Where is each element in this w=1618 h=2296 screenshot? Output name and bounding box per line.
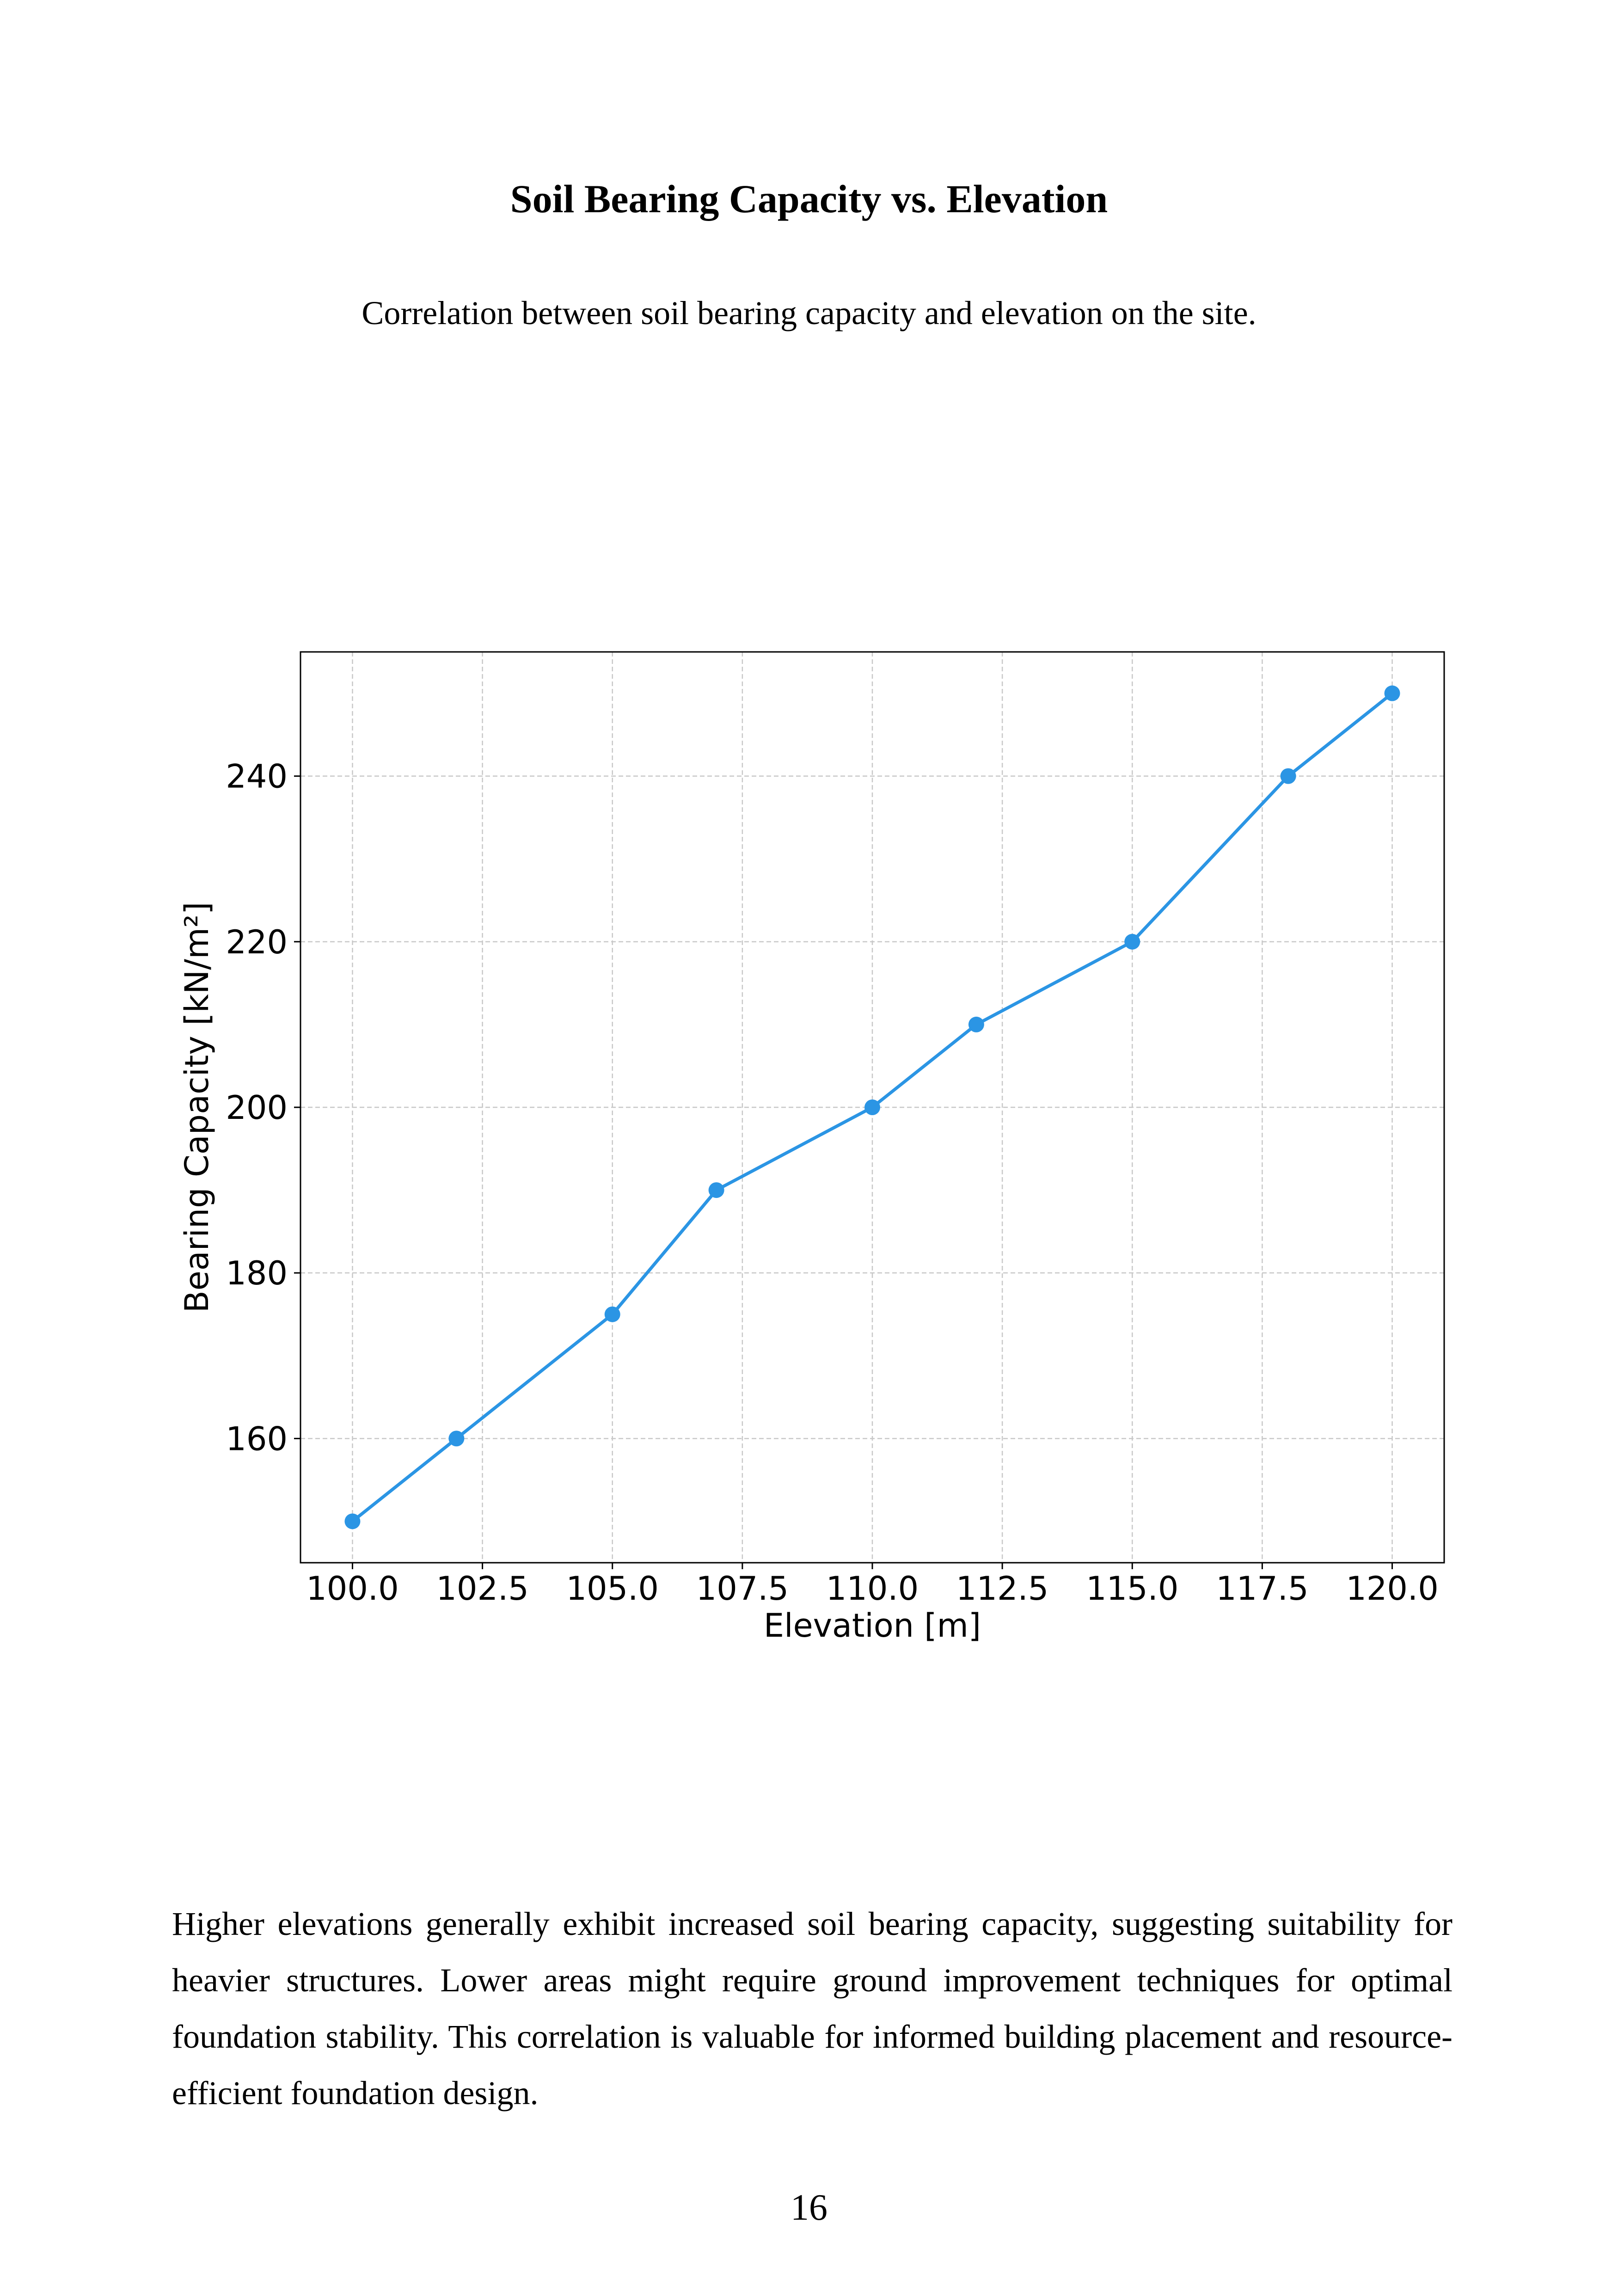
page-title: Soil Bearing Capacity vs. Elevation <box>510 177 1108 221</box>
data-point <box>708 1182 724 1198</box>
y-axis-label: Bearing Capacity [kN/m²] <box>178 902 216 1313</box>
data-point <box>864 1099 880 1115</box>
x-tick-label: 100.0 <box>306 1570 398 1608</box>
data-point <box>1280 768 1296 784</box>
y-tick-label: 160 <box>226 1420 288 1458</box>
data-point <box>344 1513 361 1529</box>
data-point <box>604 1306 620 1322</box>
chart-figure: 100.0 102.5 105.0 107.5 110.0 112.5 115.0 117.5… <box>0 601 1618 1664</box>
page-subtitle: Correlation between soil bearing capacit… <box>362 295 1256 332</box>
x-tick-label: 117.5 <box>1216 1570 1308 1608</box>
x-tick-label: 115.0 <box>1086 1570 1178 1608</box>
x-tick-label: 102.5 <box>436 1570 528 1608</box>
x-tick-label: 120.0 <box>1346 1570 1438 1608</box>
y-tick-label: 220 <box>226 923 288 961</box>
x-axis-label: Elevation [m] <box>764 1607 981 1645</box>
tick-layer: 100.0 102.5 105.0 107.5 110.0 112.5 115.0 117.5… <box>226 758 1438 1608</box>
page-number: 16 <box>791 2187 827 2228</box>
x-tick-label: 110.0 <box>826 1570 919 1608</box>
y-tick-label: 180 <box>226 1254 288 1292</box>
body-paragraph: Higher elevations generally exhibit incr… <box>172 1905 1453 2112</box>
y-tick-label: 240 <box>226 758 288 796</box>
data-point <box>1124 933 1140 950</box>
series-layer <box>344 685 1400 1529</box>
chart-svg: 100.0 102.5 105.0 107.5 110.0 112.5 115.0 117.5… <box>178 651 1445 1645</box>
x-tick-label: 112.5 <box>956 1570 1048 1608</box>
data-point <box>1384 685 1400 701</box>
x-tick-label: 105.0 <box>566 1570 659 1608</box>
data-point <box>448 1430 465 1447</box>
x-tick-label: 107.5 <box>696 1570 789 1608</box>
data-point <box>968 1016 984 1032</box>
y-tick-label: 200 <box>226 1089 288 1127</box>
